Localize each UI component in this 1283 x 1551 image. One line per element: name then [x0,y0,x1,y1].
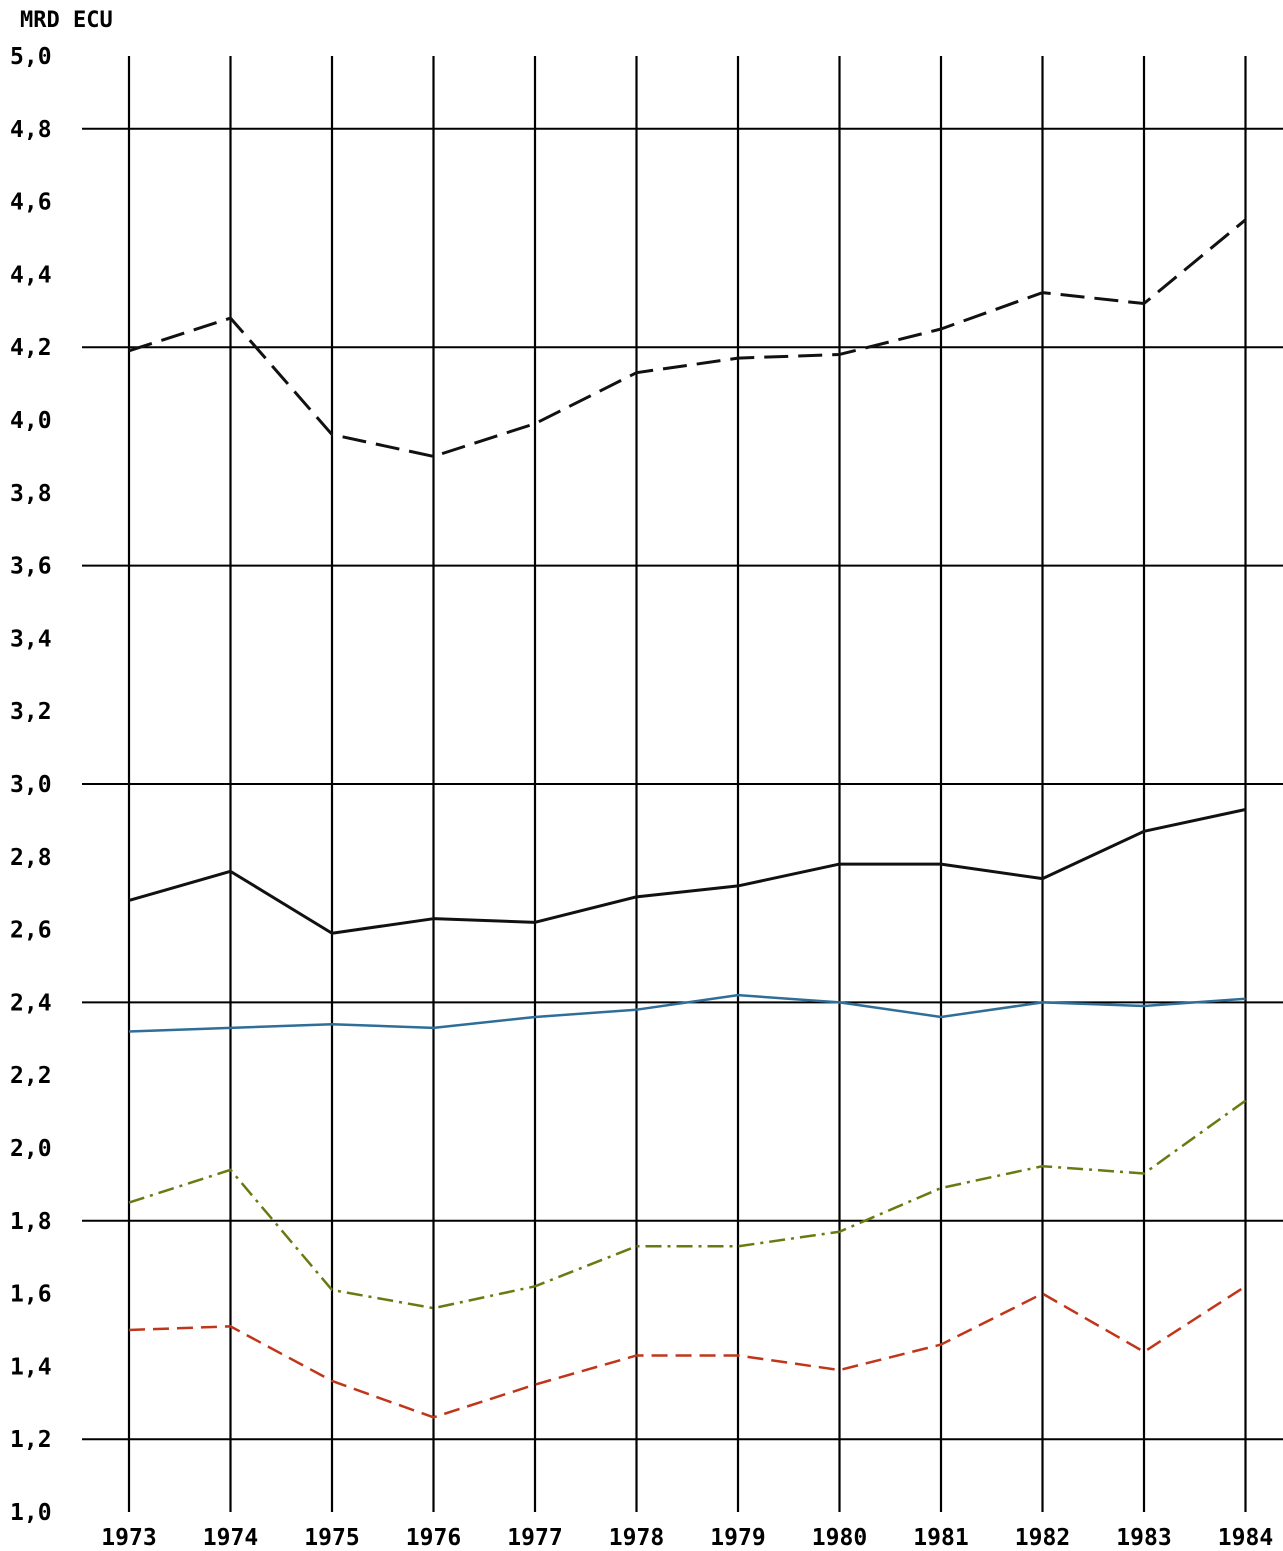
y-tick-label: 5,0 [10,44,52,70]
y-tick-label: 2,0 [10,1136,52,1162]
y-tick-label: 1,8 [10,1209,52,1235]
x-tick-label: 1983 [1116,1525,1171,1551]
y-tick-label: 3,0 [10,772,52,798]
y-tick-label: 4,6 [10,190,52,216]
y-tick-label: 3,4 [10,626,52,652]
y-tick-label: 1,6 [10,1282,52,1308]
x-tick-label: 1974 [203,1525,258,1551]
x-tick-label: 1976 [406,1525,461,1551]
y-tick-label: 3,8 [10,481,52,507]
y-tick-label: 1,4 [10,1354,52,1380]
x-tick-label: 1979 [710,1525,765,1551]
series-line-1 [128,218,1247,458]
series-line-3 [128,993,1246,1033]
y-tick-label: 4,4 [10,262,52,288]
x-tick-label: 1982 [1015,1525,1070,1551]
y-tick-label: 1,0 [10,1500,52,1526]
x-tick-label: 1980 [812,1525,867,1551]
series-line-5 [128,1285,1247,1419]
y-tick-label: 3,6 [10,554,52,580]
x-tick-label: 1984 [1218,1525,1273,1551]
y-tick-label: 4,8 [10,117,52,143]
series-line-4 [128,1099,1247,1310]
y-axis-unit-label: MRD ECU [20,8,113,33]
series-line-2 [128,808,1246,935]
y-tick-label: 4,0 [10,408,52,434]
y-tick-label: 4,2 [10,335,52,361]
y-tick-label: 1,2 [10,1427,52,1453]
y-tick-label: 2,2 [10,1063,52,1089]
x-tick-label: 1973 [101,1525,156,1551]
y-tick-label: 2,6 [10,918,52,944]
x-tick-label: 1975 [304,1525,359,1551]
y-tick-label: 3,2 [10,699,52,725]
y-tick-label: 2,8 [10,845,52,871]
y-tick-label: 2,4 [10,990,52,1016]
x-tick-label: 1981 [913,1525,968,1551]
x-tick-label: 1977 [507,1525,562,1551]
x-tick-label: 1978 [609,1525,664,1551]
